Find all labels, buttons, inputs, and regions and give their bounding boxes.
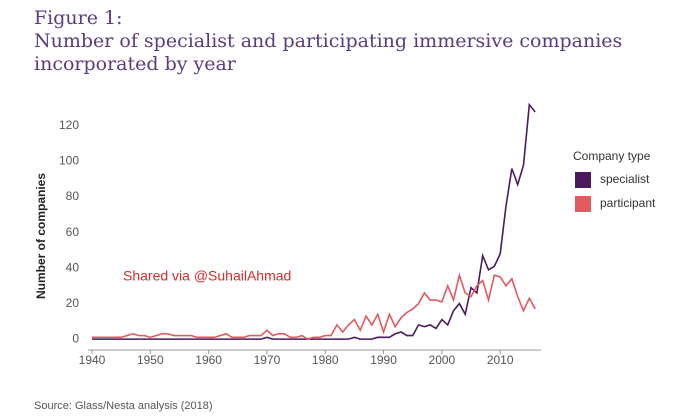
x-tick-label: 1940 xyxy=(79,353,106,367)
x-tick-label: 2000 xyxy=(429,353,456,367)
legend-label: specialist xyxy=(600,172,650,186)
chart-title: Figure 1: xyxy=(34,7,123,29)
y-tick-label: 120 xyxy=(59,118,79,132)
chart-subtitle: Number of specialist and participating i… xyxy=(34,30,622,52)
y-tick-label: 60 xyxy=(66,225,80,239)
series-line xyxy=(92,272,536,340)
y-tick-label: 0 xyxy=(72,331,79,345)
legend-swatch xyxy=(575,172,591,188)
y-tick-label: 100 xyxy=(59,154,79,168)
y-tick-label: 20 xyxy=(66,296,80,310)
legend-title: Company type xyxy=(573,149,651,163)
x-tick-label: 2010 xyxy=(487,353,514,367)
y-axis-label: Number of companies xyxy=(34,173,48,299)
series-line xyxy=(92,102,536,340)
x-tick-label: 1950 xyxy=(137,353,164,367)
legend-label: participant xyxy=(600,196,656,210)
x-tick-label: 1990 xyxy=(370,353,397,367)
legend-swatch xyxy=(575,196,591,212)
chart-subtitle: incorporated by year xyxy=(34,53,237,75)
source: Source: Glass/Nesta analysis (2018) xyxy=(34,400,213,412)
x-tick-label: 1960 xyxy=(195,353,222,367)
y-tick-label: 40 xyxy=(66,260,80,274)
y-tick-label: 80 xyxy=(66,189,80,203)
x-tick-label: 1980 xyxy=(312,353,339,367)
annotation: Shared via @SuhailAhmad xyxy=(123,268,291,284)
x-tick-label: 1970 xyxy=(254,353,281,367)
